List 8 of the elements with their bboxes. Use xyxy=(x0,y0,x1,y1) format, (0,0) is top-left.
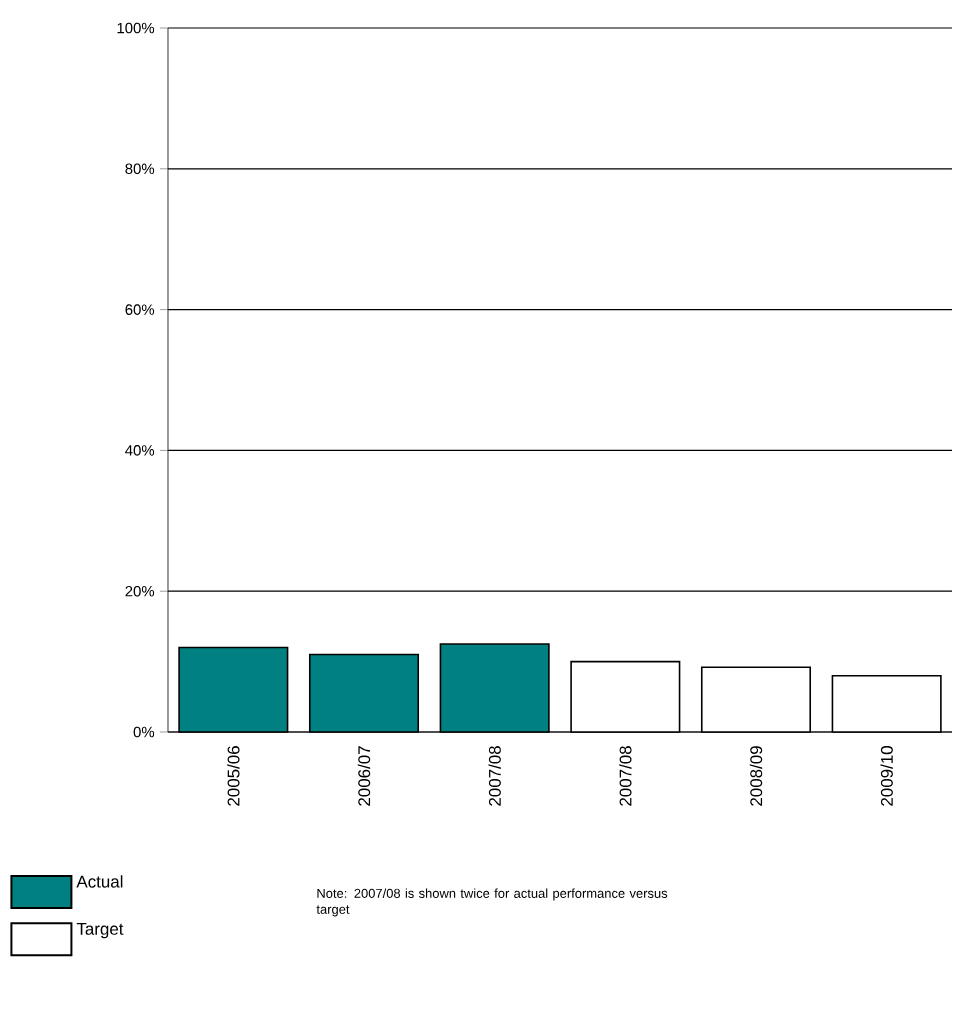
x-tick-label: 2007/08 xyxy=(619,746,632,806)
x-tick-label: 2005/06 xyxy=(227,746,240,806)
legend-label: Target xyxy=(76,923,124,939)
x-tick-label: 2008/09 xyxy=(749,746,763,806)
x-tick-label: 2009/10 xyxy=(880,746,893,806)
x-tick-label: 2007/08 xyxy=(488,746,501,806)
legend-label: Actual xyxy=(76,875,123,888)
x-tick-label: 2006/07 xyxy=(357,746,371,806)
